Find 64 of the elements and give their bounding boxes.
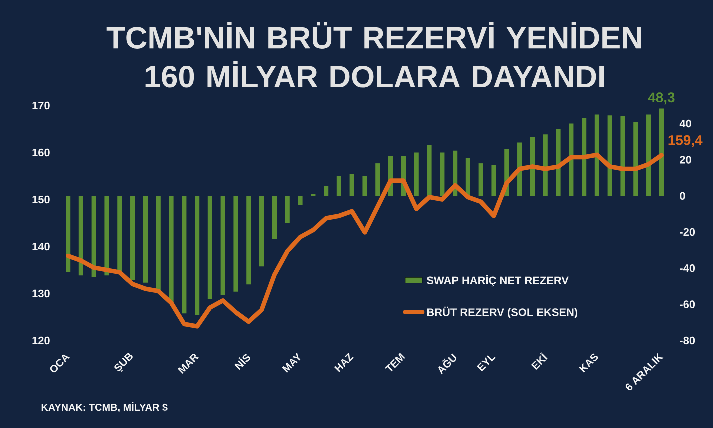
- bar: [246, 196, 252, 285]
- x-tick-label: NİS: [234, 354, 250, 370]
- y-tick-label: 120: [32, 336, 50, 345]
- x-tick-label: EYL: [477, 356, 496, 372]
- bar: [440, 152, 445, 196]
- bar: [414, 152, 419, 196]
- bar: [634, 122, 638, 196]
- text: KAYNAK: TCMB, MİLYAR $: [42, 402, 168, 413]
- bar: [143, 196, 148, 283]
- y-tick-label: 170: [32, 102, 50, 110]
- y2-tick-label: 0: [680, 192, 686, 200]
- bar: [130, 196, 136, 280]
- legend-label: SWAP HARİÇ NET REZERV: [427, 275, 569, 287]
- bar: [182, 196, 187, 314]
- bar: [220, 196, 226, 296]
- bar: [272, 196, 278, 240]
- data-label: 48,3: [648, 92, 675, 105]
- bar: [104, 196, 110, 276]
- bar: [118, 196, 122, 274]
- bar: [208, 196, 213, 300]
- bar: [362, 176, 368, 196]
- bar: [156, 196, 161, 292]
- y-tick-label: 140: [32, 242, 50, 251]
- bar: [543, 134, 548, 196]
- y2-tick-label: -20: [680, 228, 696, 236]
- bar: [285, 196, 290, 224]
- x-tick-label: EKİ: [531, 352, 548, 370]
- data-label: 159,4: [668, 135, 703, 148]
- y2-tick-label: 20: [680, 156, 692, 164]
- bar: [466, 158, 471, 196]
- bar: [478, 164, 484, 196]
- bar: [376, 164, 380, 196]
- bar: [620, 116, 626, 196]
- line-series: [66, 152, 664, 329]
- bar: [608, 116, 612, 196]
- bar: [324, 186, 329, 196]
- bar: [169, 196, 174, 303]
- bar: [66, 196, 71, 272]
- bar: [427, 145, 432, 196]
- y2-tick-label: -80: [680, 336, 696, 345]
- bar: [298, 196, 303, 206]
- legend-label: BRÜT REZERV (SOL EKSEN): [427, 306, 578, 318]
- chart-title: TCMB'NİN BRÜT REZERVİ YENİDEN 160 MİLYAR DOLARA DAYANDI: [106, 22, 642, 88]
- bar: [594, 114, 600, 196]
- y2-tick-label: 40: [680, 120, 692, 128]
- bar: [78, 196, 84, 276]
- y-tick-label: 150: [32, 196, 50, 204]
- y-tick-label: 160: [32, 148, 50, 157]
- bar: [659, 108, 664, 196]
- bar: [530, 137, 536, 196]
- bar: [260, 196, 264, 267]
- bar: [492, 165, 496, 196]
- bar: [556, 129, 561, 196]
- bar: [569, 124, 574, 196]
- bar: [336, 176, 342, 196]
- bar: [646, 114, 652, 196]
- bar: [582, 118, 587, 196]
- y2-tick-label: -40: [680, 264, 696, 272]
- bar: [92, 196, 96, 278]
- bar: [234, 196, 238, 292]
- bar: [350, 174, 354, 196]
- y2-tick-label: -60: [680, 300, 696, 308]
- y-tick-label: 130: [32, 290, 50, 298]
- bar: [195, 196, 200, 316]
